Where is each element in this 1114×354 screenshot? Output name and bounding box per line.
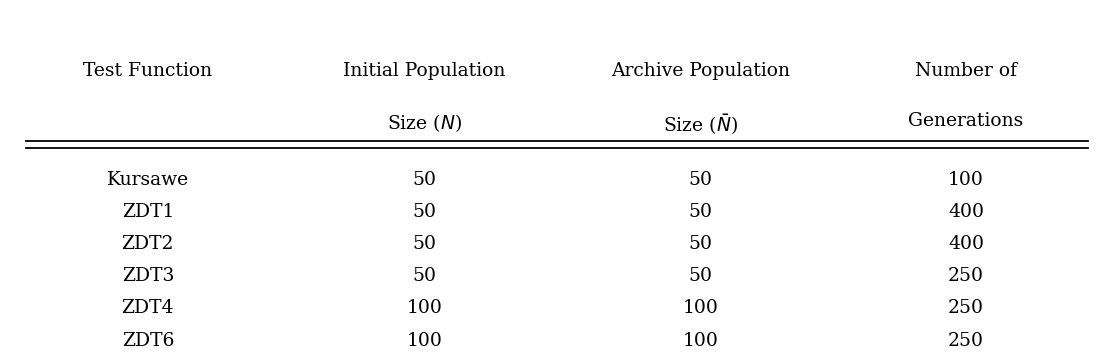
Text: 250: 250 <box>948 331 984 349</box>
Text: 400: 400 <box>948 235 984 253</box>
Text: ZDT4: ZDT4 <box>121 299 174 318</box>
Text: Kursawe: Kursawe <box>107 171 189 189</box>
Text: 250: 250 <box>948 267 984 285</box>
Text: 50: 50 <box>688 203 713 221</box>
Text: Test Function: Test Function <box>84 62 213 80</box>
Text: ZDT2: ZDT2 <box>121 235 174 253</box>
Text: 100: 100 <box>407 331 442 349</box>
Text: 50: 50 <box>412 171 437 189</box>
Text: ZDT3: ZDT3 <box>121 267 174 285</box>
Text: Size ($N$): Size ($N$) <box>387 112 462 134</box>
Text: 100: 100 <box>683 331 719 349</box>
Text: 50: 50 <box>688 171 713 189</box>
Text: 100: 100 <box>407 299 442 318</box>
Text: ZDT6: ZDT6 <box>121 331 174 349</box>
Text: 50: 50 <box>412 203 437 221</box>
Text: Number of: Number of <box>915 62 1017 80</box>
Text: 50: 50 <box>688 235 713 253</box>
Text: 100: 100 <box>683 299 719 318</box>
Text: 50: 50 <box>688 267 713 285</box>
Text: 50: 50 <box>412 235 437 253</box>
Text: ZDT1: ZDT1 <box>121 203 174 221</box>
Text: 400: 400 <box>948 203 984 221</box>
Text: 250: 250 <box>948 299 984 318</box>
Text: 50: 50 <box>412 267 437 285</box>
Text: Archive Population: Archive Population <box>612 62 790 80</box>
Text: 100: 100 <box>948 171 984 189</box>
Text: Generations: Generations <box>909 112 1024 130</box>
Text: Initial Population: Initial Population <box>343 62 506 80</box>
Text: Size ($\bar{N}$): Size ($\bar{N}$) <box>663 112 739 137</box>
